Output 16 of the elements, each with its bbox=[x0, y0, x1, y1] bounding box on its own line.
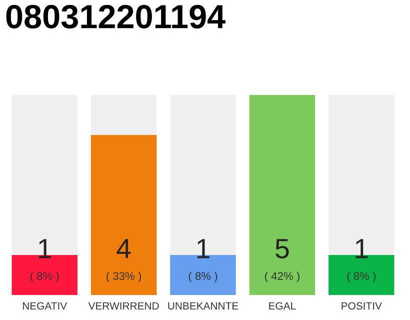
annotation: ( 33% ) bbox=[106, 272, 142, 282]
annotation: ( 42% ) bbox=[264, 272, 300, 282]
annotation: ( 8% ) bbox=[347, 272, 376, 282]
data-label: 1 bbox=[356, 239, 368, 258]
x-tick-label: POSITIV bbox=[342, 302, 382, 310]
data-label: 1 bbox=[38, 239, 51, 258]
chart-title: 080312201194 bbox=[6, 4, 226, 29]
data-label: 5 bbox=[276, 239, 289, 258]
data-label: 1 bbox=[197, 239, 210, 258]
annotation: ( 8% ) bbox=[188, 272, 218, 282]
x-tick-label: NEGATIV bbox=[22, 302, 68, 310]
x-tick-label: UNBEKANNTE bbox=[168, 302, 238, 310]
x-tick-label: EGAL bbox=[269, 302, 296, 310]
annotation: ( 8% ) bbox=[30, 272, 59, 282]
x-tick-label: VERWIRREND bbox=[88, 302, 159, 310]
data-label: 4 bbox=[116, 239, 131, 258]
